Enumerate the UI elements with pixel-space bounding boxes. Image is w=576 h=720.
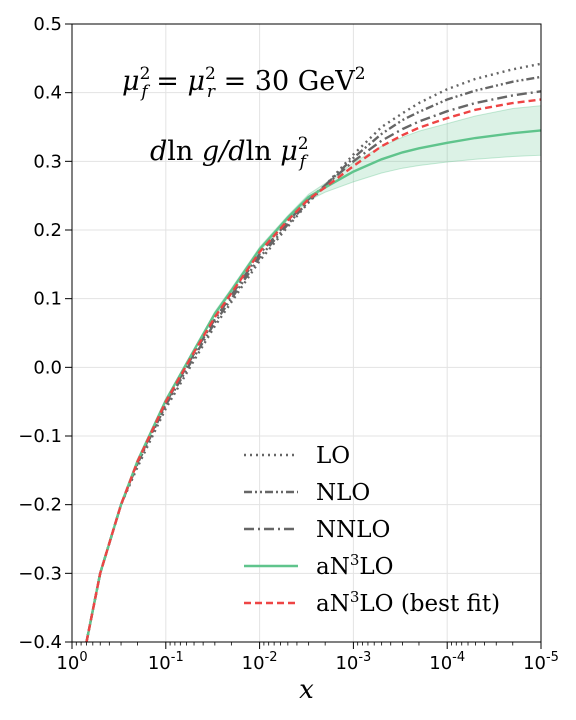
legend-label: aN3LO <box>316 551 394 580</box>
series-line <box>85 75 542 643</box>
y-tick-label: 0.4 <box>33 83 62 104</box>
y-tick-label: −0.3 <box>18 563 62 584</box>
plot-frame <box>71 23 542 643</box>
series-line <box>85 129 542 643</box>
annotations: μ2 f = μ2 r = 30 GeV2 dln g/dln μ2 f <box>122 64 366 172</box>
y-tick-label: −0.2 <box>18 495 62 516</box>
y-tick-label: 0.0 <box>33 357 62 378</box>
x-tick-labels: 100 10-1 10-2 10-3 10-4 10-5 <box>56 650 559 674</box>
legend-label: NLO <box>316 480 370 506</box>
annotation-scale: μ2 f = μ2 r = 30 GeV2 <box>122 64 366 102</box>
series-lines <box>85 62 542 643</box>
y-tick-label: −0.4 <box>18 632 62 653</box>
x-tick-label: 10-4 <box>429 650 465 674</box>
y-tick-label: 0.2 <box>33 220 62 241</box>
legend-label: LO <box>316 443 350 469</box>
uncertainty-band <box>86 105 542 643</box>
uncertainty-bands <box>86 105 542 643</box>
x-tick-label: 10-1 <box>148 650 184 674</box>
legend-label: aN3LO (best fit) <box>316 588 500 617</box>
y-tick-labels: 0.5 0.4 0.3 0.2 0.1 0.0 −0.1 −0.2 −0.3 −0.4 <box>18 14 62 653</box>
x-tick-label: 10-5 <box>523 650 559 674</box>
annotation-quantity: dln g/dln μ2 f <box>150 134 309 172</box>
x-tick-label: 100 <box>56 650 87 674</box>
y-tick-label: 0.5 <box>33 14 62 35</box>
series-line <box>85 98 542 643</box>
y-tick-label: 0.1 <box>33 289 62 310</box>
series-line <box>85 90 542 643</box>
x-axis-label: x <box>299 675 314 705</box>
x-tick-label: 10-2 <box>242 650 278 674</box>
grid <box>71 23 542 643</box>
x-tick-label: 10-3 <box>335 650 371 674</box>
legend: LO NLO NNLO aN3LO aN3LO (best fit) <box>244 443 500 617</box>
y-tick-label: −0.1 <box>18 426 62 447</box>
series-line <box>85 62 542 643</box>
legend-label: NNLO <box>316 517 390 543</box>
y-tick-label: 0.3 <box>33 151 62 172</box>
axis-ticks <box>65 23 542 649</box>
